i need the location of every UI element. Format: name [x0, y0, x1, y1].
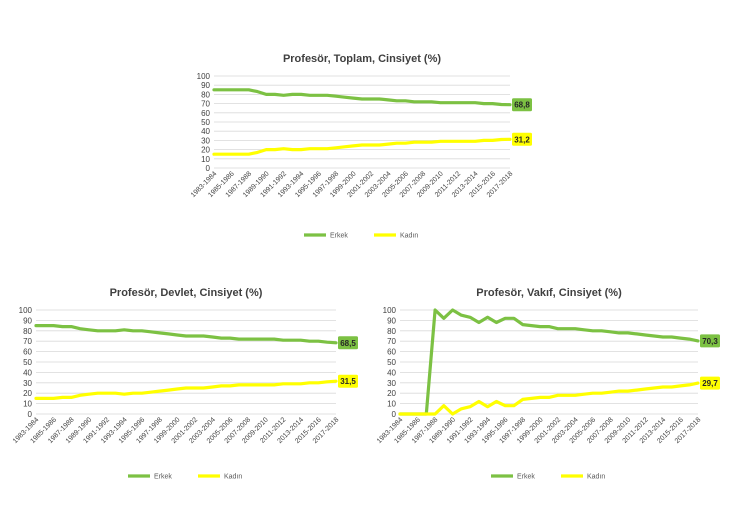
y-tick-label: 90 — [387, 316, 396, 325]
end-label-box — [338, 336, 358, 350]
y-tick-label: 100 — [197, 72, 211, 81]
legend-item-erkek: Erkek — [304, 233, 348, 240]
y-tick-label: 20 — [201, 146, 210, 155]
end-label-erkek: 70,3 — [700, 334, 720, 348]
legend-label: Erkek — [154, 474, 172, 481]
series-line-erkek — [34, 323, 338, 345]
end-label-text: 70,3 — [702, 337, 718, 346]
legend-item-erkek: Erkek — [128, 474, 172, 481]
end-label-kadin: 29,7 — [700, 376, 720, 390]
y-tick-label: 50 — [387, 358, 396, 367]
legend-item-kadin: Kadın — [198, 474, 242, 481]
end-label-box — [700, 376, 720, 390]
legend-item-erkek: Erkek — [491, 474, 535, 481]
y-tick-label: 70 — [23, 337, 32, 346]
y-tick-label: 90 — [201, 81, 210, 90]
y-tick-label: 0 — [28, 410, 33, 419]
end-label-kadin: 31,5 — [338, 374, 358, 388]
y-tick-label: 100 — [19, 306, 33, 315]
y-tick-label: 30 — [387, 379, 396, 388]
y-tick-label: 20 — [23, 389, 32, 398]
legend-item-kadin: Kadın — [374, 233, 418, 240]
y-tick-label: 70 — [387, 337, 396, 346]
y-tick-label: 60 — [23, 348, 32, 357]
y-tick-label: 70 — [201, 100, 210, 109]
series-line-erkek — [398, 308, 700, 416]
y-tick-label: 90 — [23, 316, 32, 325]
y-tick-label: 30 — [201, 136, 210, 145]
y-tick-label: 0 — [392, 410, 397, 419]
y-tick-label: 80 — [201, 90, 210, 99]
legend-label: Kadın — [587, 474, 605, 481]
chart-title: Profesör, Vakıf, Cinsiyet (%) — [476, 287, 622, 299]
chart-vakif: Profesör, Vakıf, Cinsiyet (%) 0 10 20 30 40 50… — [370, 278, 725, 488]
end-label-box — [512, 132, 532, 146]
legend-label: Kadın — [224, 474, 242, 481]
chart-title: Profesör, Toplam, Cinsiyet (%) — [283, 53, 441, 65]
y-tick-label: 10 — [387, 400, 396, 409]
y-tick-label: 10 — [201, 155, 210, 164]
chart-toplam-svg: Profesör, Toplam, Cinsiyet (%) 0102030405… — [190, 53, 532, 240]
series-line-kadin — [212, 137, 512, 156]
y-tick-label: 40 — [387, 368, 396, 377]
end-label-text: 29,7 — [702, 379, 718, 388]
legend-label: Erkek — [517, 474, 535, 481]
y-tick-label: 30 — [23, 379, 32, 388]
y-tick-label: 50 — [23, 358, 32, 367]
y-tick-label: 50 — [201, 118, 210, 127]
y-tick-label: 80 — [387, 327, 396, 336]
legend-label: Kadın — [400, 233, 418, 240]
end-label-kadin: 31,2 — [512, 132, 532, 146]
end-label-box — [512, 98, 532, 112]
end-label-box — [700, 334, 720, 348]
end-label-box — [338, 374, 358, 388]
y-tick-label: 20 — [387, 389, 396, 398]
y-tick-label: 10 — [23, 400, 32, 409]
end-label-text: 31,2 — [514, 135, 530, 144]
chart-toplam: Profesör, Toplam, Cinsiyet (%) 0 10 20 30 40 5… — [190, 42, 540, 252]
y-tick-label: 100 — [383, 306, 397, 315]
end-label-text: 31,5 — [340, 377, 356, 386]
y-tick-label: 40 — [23, 368, 32, 377]
y-tick-label: 0 — [206, 164, 211, 173]
end-label-text: 68,8 — [514, 101, 530, 110]
y-tick-label: 60 — [387, 348, 396, 357]
end-label-text: 68,5 — [340, 339, 356, 348]
series-line-kadin — [398, 381, 700, 416]
series-line-kadin — [34, 379, 338, 401]
end-label-erkek: 68,5 — [338, 336, 358, 350]
end-label-erkek: 68,8 — [512, 98, 532, 112]
y-tick-label: 60 — [201, 109, 210, 118]
chart-devlet: Profesör, Devlet, Cinsiyet (%) 0 10 20 30 40 5… — [6, 278, 366, 488]
y-tick-label: 80 — [23, 327, 32, 336]
series-line-erkek — [212, 88, 512, 107]
chart-title: Profesör, Devlet, Cinsiyet (%) — [110, 287, 263, 299]
legend-item-kadin: Kadın — [561, 474, 605, 481]
y-tick-label: 40 — [201, 127, 210, 136]
legend-label: Erkek — [330, 233, 348, 240]
